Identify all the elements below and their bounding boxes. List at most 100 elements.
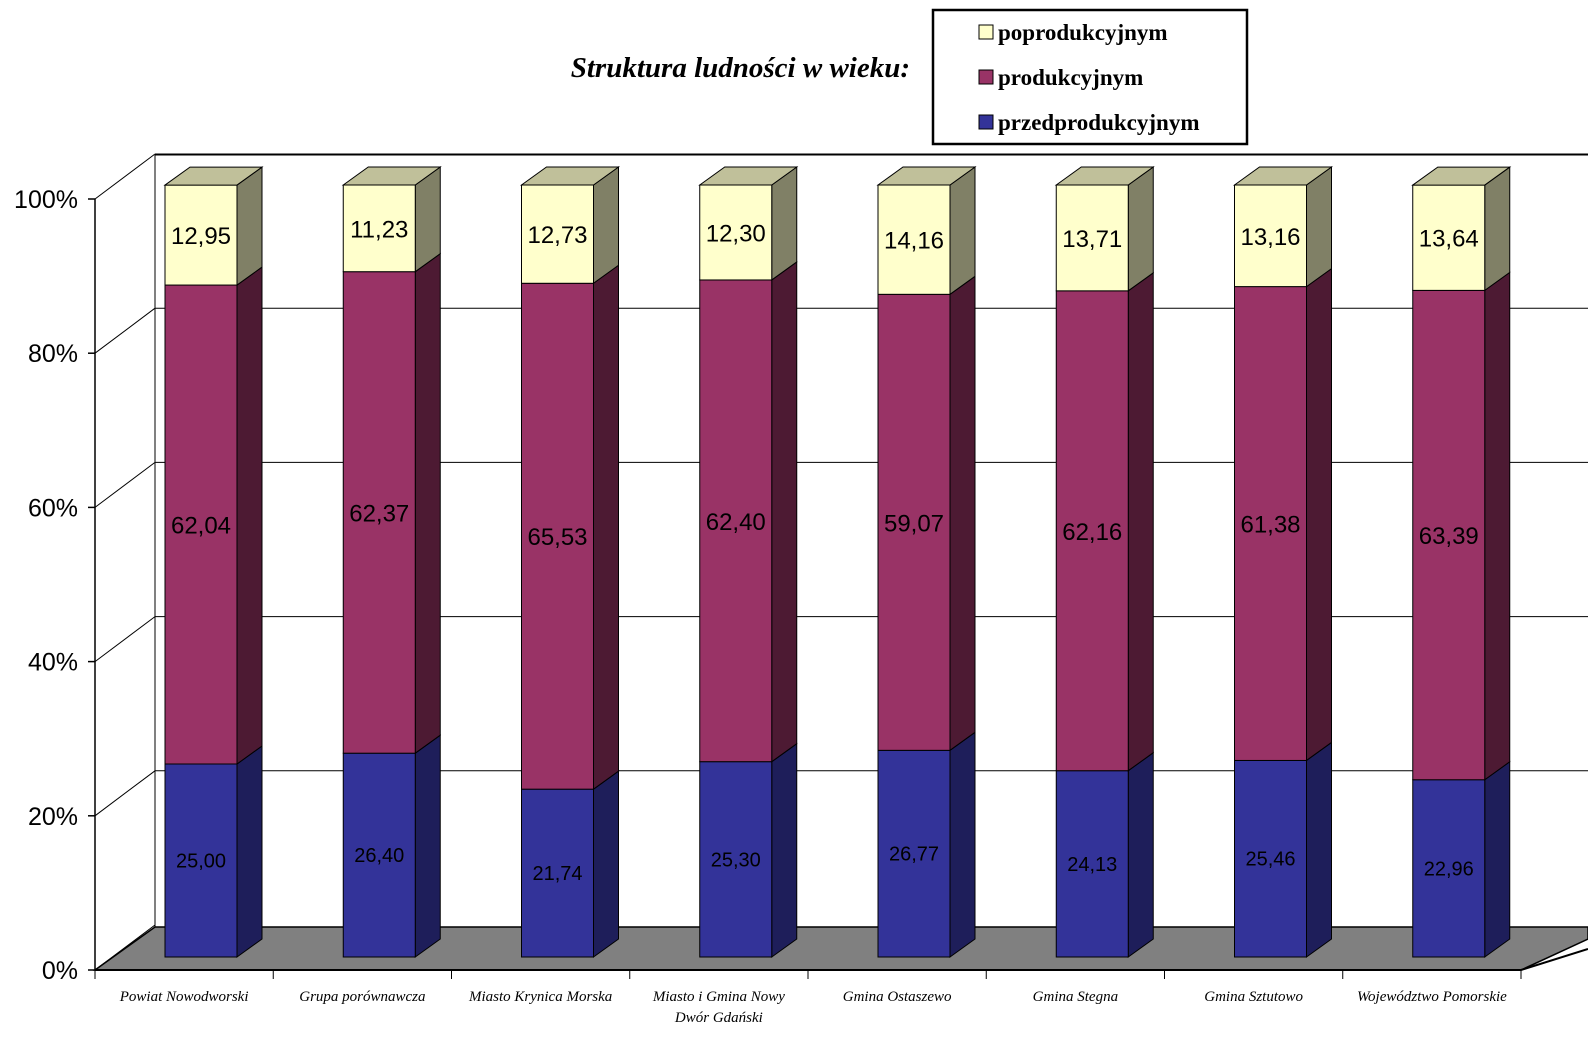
y-tick-label: 80% — [28, 340, 78, 368]
data-label: 13,16 — [1240, 224, 1300, 251]
bar-side — [1127, 751, 1154, 958]
bar-top — [519, 166, 621, 186]
bar-top — [1232, 166, 1334, 186]
x-tick-label: Gmina Stegna — [1033, 989, 1118, 1005]
data-label: 12,95 — [171, 223, 231, 250]
bar — [1412, 184, 1486, 291]
data-label: 59,07 — [884, 510, 944, 537]
bar-side — [593, 264, 619, 791]
bar-top — [698, 166, 799, 186]
bar — [342, 271, 416, 754]
y-tick-label: 40% — [28, 649, 78, 677]
floor-front-right-edge — [1520, 948, 1588, 971]
data-label: 12,73 — [527, 222, 587, 249]
legend: poprodukcyjnym produkcyjnym przedprodukcyj… — [931, 8, 1249, 146]
legend-label: przedprodukcyjnym — [998, 110, 1200, 135]
bar — [1055, 770, 1129, 958]
bar — [699, 279, 773, 763]
bar-side — [1484, 271, 1511, 781]
bar — [164, 284, 238, 765]
legend-swatch — [978, 114, 994, 130]
gridline-diagonal — [94, 770, 156, 817]
bar — [877, 184, 951, 295]
y-tick-label: 0% — [42, 957, 78, 985]
data-label: 26,77 — [889, 844, 939, 866]
bar-top — [876, 166, 977, 186]
chart-title: Struktura ludności w wieku: — [571, 52, 910, 84]
bar-side — [1306, 267, 1332, 762]
bar — [1412, 779, 1486, 958]
gridline-diagonal — [94, 307, 156, 354]
bar — [521, 788, 594, 958]
legend-label: produkcyjnym — [998, 65, 1143, 90]
bar — [699, 761, 773, 958]
data-label: 62,40 — [706, 509, 766, 536]
gridlines — [94, 153, 1588, 971]
data-label: 21,74 — [532, 863, 582, 885]
data-label: 25,00 — [176, 851, 226, 873]
data-label: 62,37 — [349, 500, 409, 527]
x-tick-label: Gmina Sztutowo — [1204, 989, 1303, 1005]
bar-side — [949, 275, 976, 752]
bar — [877, 749, 951, 958]
bar-side — [593, 770, 619, 958]
y-tick-label: 20% — [28, 803, 78, 831]
bar-side — [949, 166, 976, 296]
x-tick-label: Miasto i Gmina Nowy — [652, 989, 785, 1005]
y-tick-label: 100% — [14, 186, 78, 214]
chart-floor-plane — [92, 926, 1588, 971]
bar — [342, 184, 416, 273]
legend-swatch — [978, 24, 994, 40]
bar-side — [593, 166, 619, 285]
bar-side — [771, 260, 798, 763]
bar — [342, 752, 416, 958]
data-label: 63,39 — [1419, 523, 1479, 550]
bar-side — [414, 252, 441, 755]
bar-side — [771, 166, 798, 281]
bar-side — [949, 731, 976, 958]
data-label: 12,30 — [706, 220, 766, 247]
gridline-diagonal — [94, 616, 156, 662]
bar-side — [236, 166, 263, 287]
x-tick-label: Województwo Pomorskie — [1357, 989, 1507, 1005]
bar-top — [163, 166, 264, 186]
data-label: 62,16 — [1062, 519, 1122, 546]
bar-side — [1484, 760, 1511, 958]
bar — [1412, 289, 1486, 781]
bar-top — [341, 166, 442, 186]
bar-side — [1484, 166, 1511, 292]
legend-swatch — [978, 69, 994, 85]
data-label: 14,16 — [884, 228, 944, 255]
bar-side — [1127, 166, 1154, 292]
x-tick-label: Powiat Nowodworski — [119, 989, 249, 1005]
data-label: 65,53 — [527, 524, 587, 551]
bar-top — [1054, 166, 1155, 186]
data-label: 25,30 — [711, 849, 761, 871]
data-label: 24,13 — [1067, 854, 1117, 876]
bar-side — [1306, 741, 1332, 958]
bar — [1234, 184, 1307, 288]
data-label: 62,04 — [171, 513, 231, 540]
bar-side — [236, 745, 263, 958]
data-labels: 25,00 62,04 12,95 26,40 62,37 11,23 21,74 65,53… — [171, 216, 1479, 885]
bar — [1234, 759, 1307, 958]
chart-floor — [92, 926, 1588, 971]
x-tick-label: Grupa porównawcza — [299, 989, 425, 1005]
bars — [163, 166, 1512, 958]
x-tick-label: Dwór Gdański — [674, 1010, 763, 1026]
bar — [164, 184, 238, 286]
bar — [521, 184, 594, 284]
data-label: 22,96 — [1424, 858, 1474, 880]
x-tick-label: Miasto Krynica Morska — [468, 989, 612, 1005]
data-label: 25,46 — [1245, 849, 1295, 871]
bar-side — [1306, 166, 1332, 288]
bar — [1055, 184, 1129, 292]
bar — [1055, 290, 1129, 772]
bar — [699, 184, 773, 281]
gridline-diagonal — [94, 153, 156, 200]
data-label: 11,23 — [350, 216, 408, 243]
bar-top — [1411, 166, 1512, 186]
bar — [1234, 286, 1307, 761]
